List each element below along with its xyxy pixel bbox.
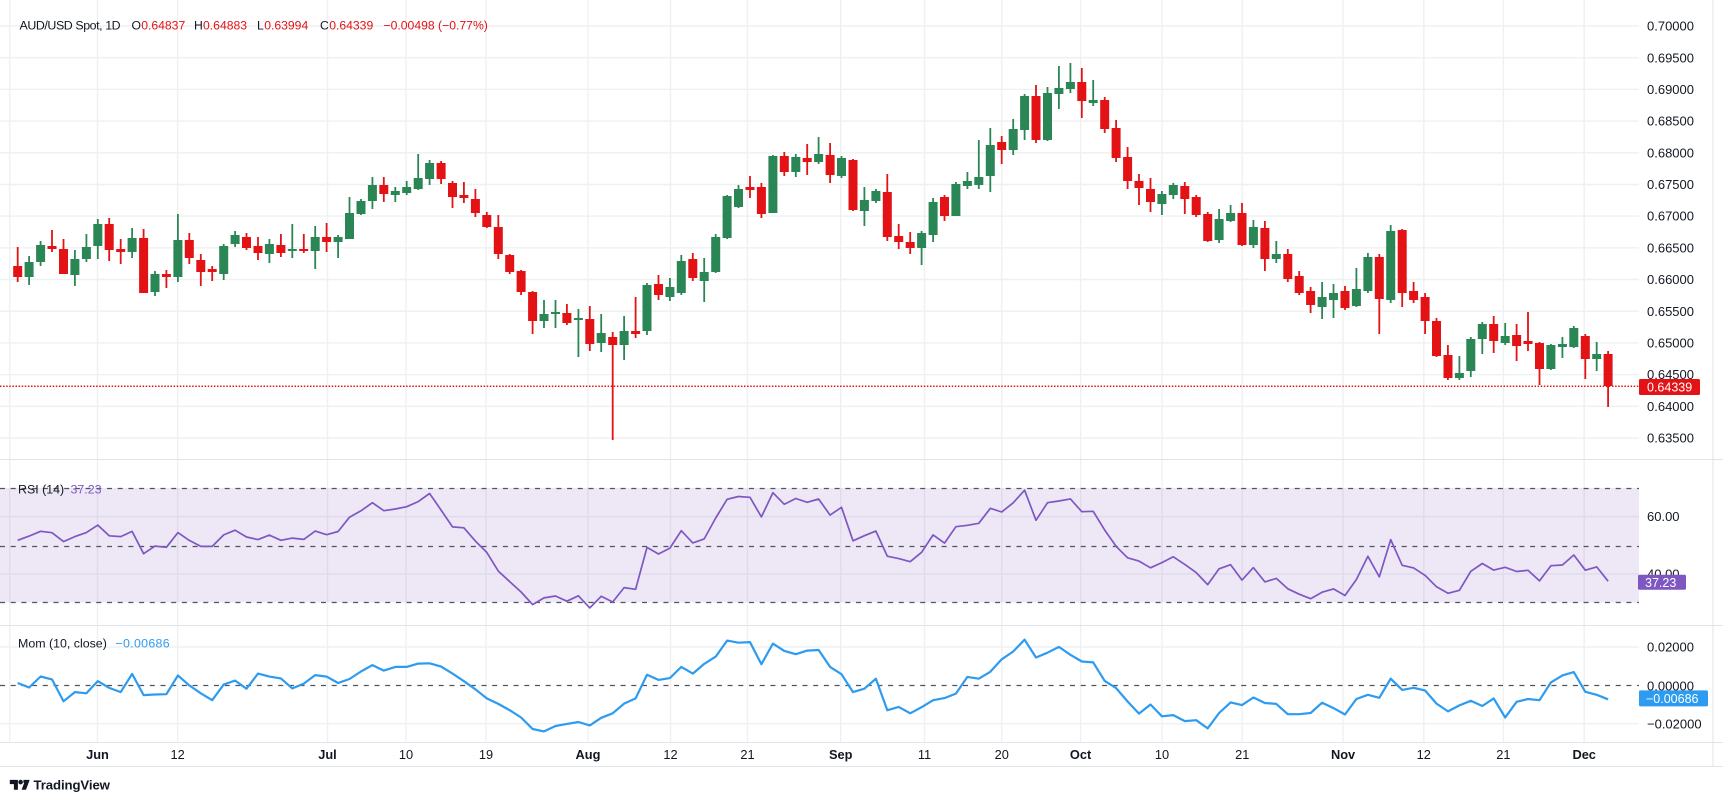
svg-text:11: 11 bbox=[918, 747, 931, 762]
svg-text:Sep: Sep bbox=[829, 747, 853, 762]
svg-text:0.65000: 0.65000 bbox=[1647, 336, 1694, 351]
svg-text:0.64000: 0.64000 bbox=[1647, 399, 1694, 414]
svg-text:−0.00686: −0.00686 bbox=[1646, 692, 1699, 706]
svg-text:0.67000: 0.67000 bbox=[1647, 209, 1694, 224]
svg-text:0.68000: 0.68000 bbox=[1647, 145, 1694, 160]
svg-text:37.23: 37.23 bbox=[1645, 576, 1676, 590]
svg-text:21: 21 bbox=[1235, 747, 1249, 762]
svg-text:0.66500: 0.66500 bbox=[1647, 240, 1694, 255]
svg-text:TradingView: TradingView bbox=[34, 778, 111, 793]
svg-text:RSI (14)37.23: RSI (14) 37.23 bbox=[18, 482, 102, 496]
svg-text:12: 12 bbox=[170, 747, 184, 762]
svg-text:12: 12 bbox=[1417, 747, 1431, 762]
svg-text:0.65500: 0.65500 bbox=[1647, 304, 1694, 319]
svg-text:21: 21 bbox=[740, 747, 754, 762]
svg-text:Jul: Jul bbox=[318, 747, 337, 762]
svg-text:0.02000: 0.02000 bbox=[1647, 640, 1694, 655]
svg-text:0.64339: 0.64339 bbox=[1647, 381, 1692, 395]
svg-text:Mom (10, close)−0.00686: Mom (10, close) −0.00686 bbox=[18, 637, 170, 651]
svg-text:Jun: Jun bbox=[86, 747, 109, 762]
svg-text:0.64500: 0.64500 bbox=[1647, 367, 1694, 382]
svg-text:21: 21 bbox=[1496, 747, 1510, 762]
svg-text:60.00: 60.00 bbox=[1647, 509, 1680, 524]
svg-text:20: 20 bbox=[995, 747, 1009, 762]
svg-text:0.67500: 0.67500 bbox=[1647, 177, 1694, 192]
svg-text:Aug: Aug bbox=[576, 747, 601, 762]
svg-text:0.69500: 0.69500 bbox=[1647, 50, 1694, 65]
svg-text:0.00000: 0.00000 bbox=[1647, 678, 1694, 693]
svg-text:Dec: Dec bbox=[1572, 747, 1595, 762]
svg-text:0.63500: 0.63500 bbox=[1647, 431, 1694, 446]
svg-text:10: 10 bbox=[399, 747, 413, 762]
svg-text:0.70000: 0.70000 bbox=[1647, 19, 1694, 34]
svg-text:AUD/USD Spot, 1D: AUD/USD Spot, 1D bbox=[20, 19, 121, 33]
svg-text:Oct: Oct bbox=[1070, 747, 1092, 762]
svg-text:0.69000: 0.69000 bbox=[1647, 82, 1694, 97]
svg-text:−0.02000: −0.02000 bbox=[1647, 716, 1702, 731]
svg-text:19: 19 bbox=[479, 747, 493, 762]
svg-text:0.66000: 0.66000 bbox=[1647, 272, 1694, 287]
svg-text:Nov: Nov bbox=[1331, 747, 1356, 762]
svg-text:0.68500: 0.68500 bbox=[1647, 114, 1694, 129]
svg-text:10: 10 bbox=[1155, 747, 1169, 762]
svg-text:12: 12 bbox=[663, 747, 677, 762]
